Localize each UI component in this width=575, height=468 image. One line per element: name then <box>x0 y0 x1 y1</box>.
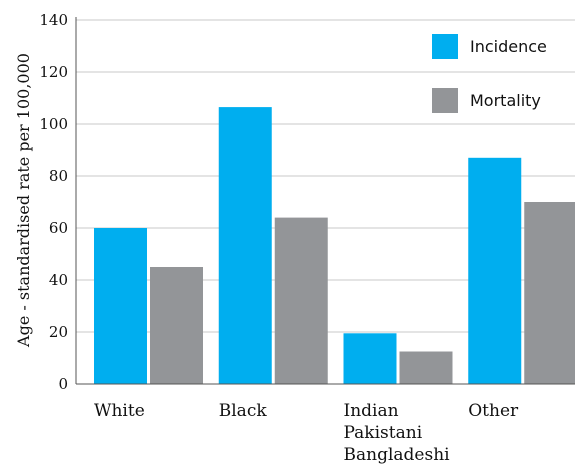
bar-incidence-3 <box>468 157 522 384</box>
bar-incidence-1 <box>218 107 272 384</box>
y-tick-labels: 0 20 40 60 80 100 120 140 <box>39 11 68 393</box>
x-tick-label: Black <box>219 401 268 421</box>
y-axis-label: Age - standardised rate per 100,000 <box>14 53 33 348</box>
bars <box>94 107 575 384</box>
bar-mortality-3 <box>524 202 575 384</box>
legend-label-incidence: Incidence <box>470 37 547 56</box>
y-tick-label: 0 <box>58 375 68 393</box>
legend-swatch-incidence <box>432 34 458 59</box>
bar-mortality-1 <box>274 217 328 384</box>
bar-incidence-0 <box>94 228 147 384</box>
y-tick-label: 140 <box>39 11 68 29</box>
bar-mortality-0 <box>150 267 203 384</box>
legend-swatch-mortality <box>432 88 458 113</box>
y-tick-label: 60 <box>49 219 68 237</box>
x-tick-label: Other <box>468 401 519 421</box>
x-tick-label: Indian Pakistani Bangladeshi <box>344 401 451 465</box>
y-tick-label: 40 <box>49 271 68 289</box>
legend-label-mortality: Mortality <box>470 91 541 110</box>
y-tick-label: 120 <box>39 63 68 81</box>
legend: Incidence Mortality <box>432 34 547 113</box>
y-tick-label: 20 <box>49 323 68 341</box>
bar-incidence-2 <box>343 333 397 384</box>
y-tick-label: 80 <box>49 167 68 185</box>
x-tick-labels: White Black Indian Pakistani Bangladeshi Othe… <box>94 401 519 465</box>
bar-mortality-2 <box>399 351 453 384</box>
x-tick-label: White <box>94 401 145 421</box>
y-tick-label: 100 <box>39 115 68 133</box>
